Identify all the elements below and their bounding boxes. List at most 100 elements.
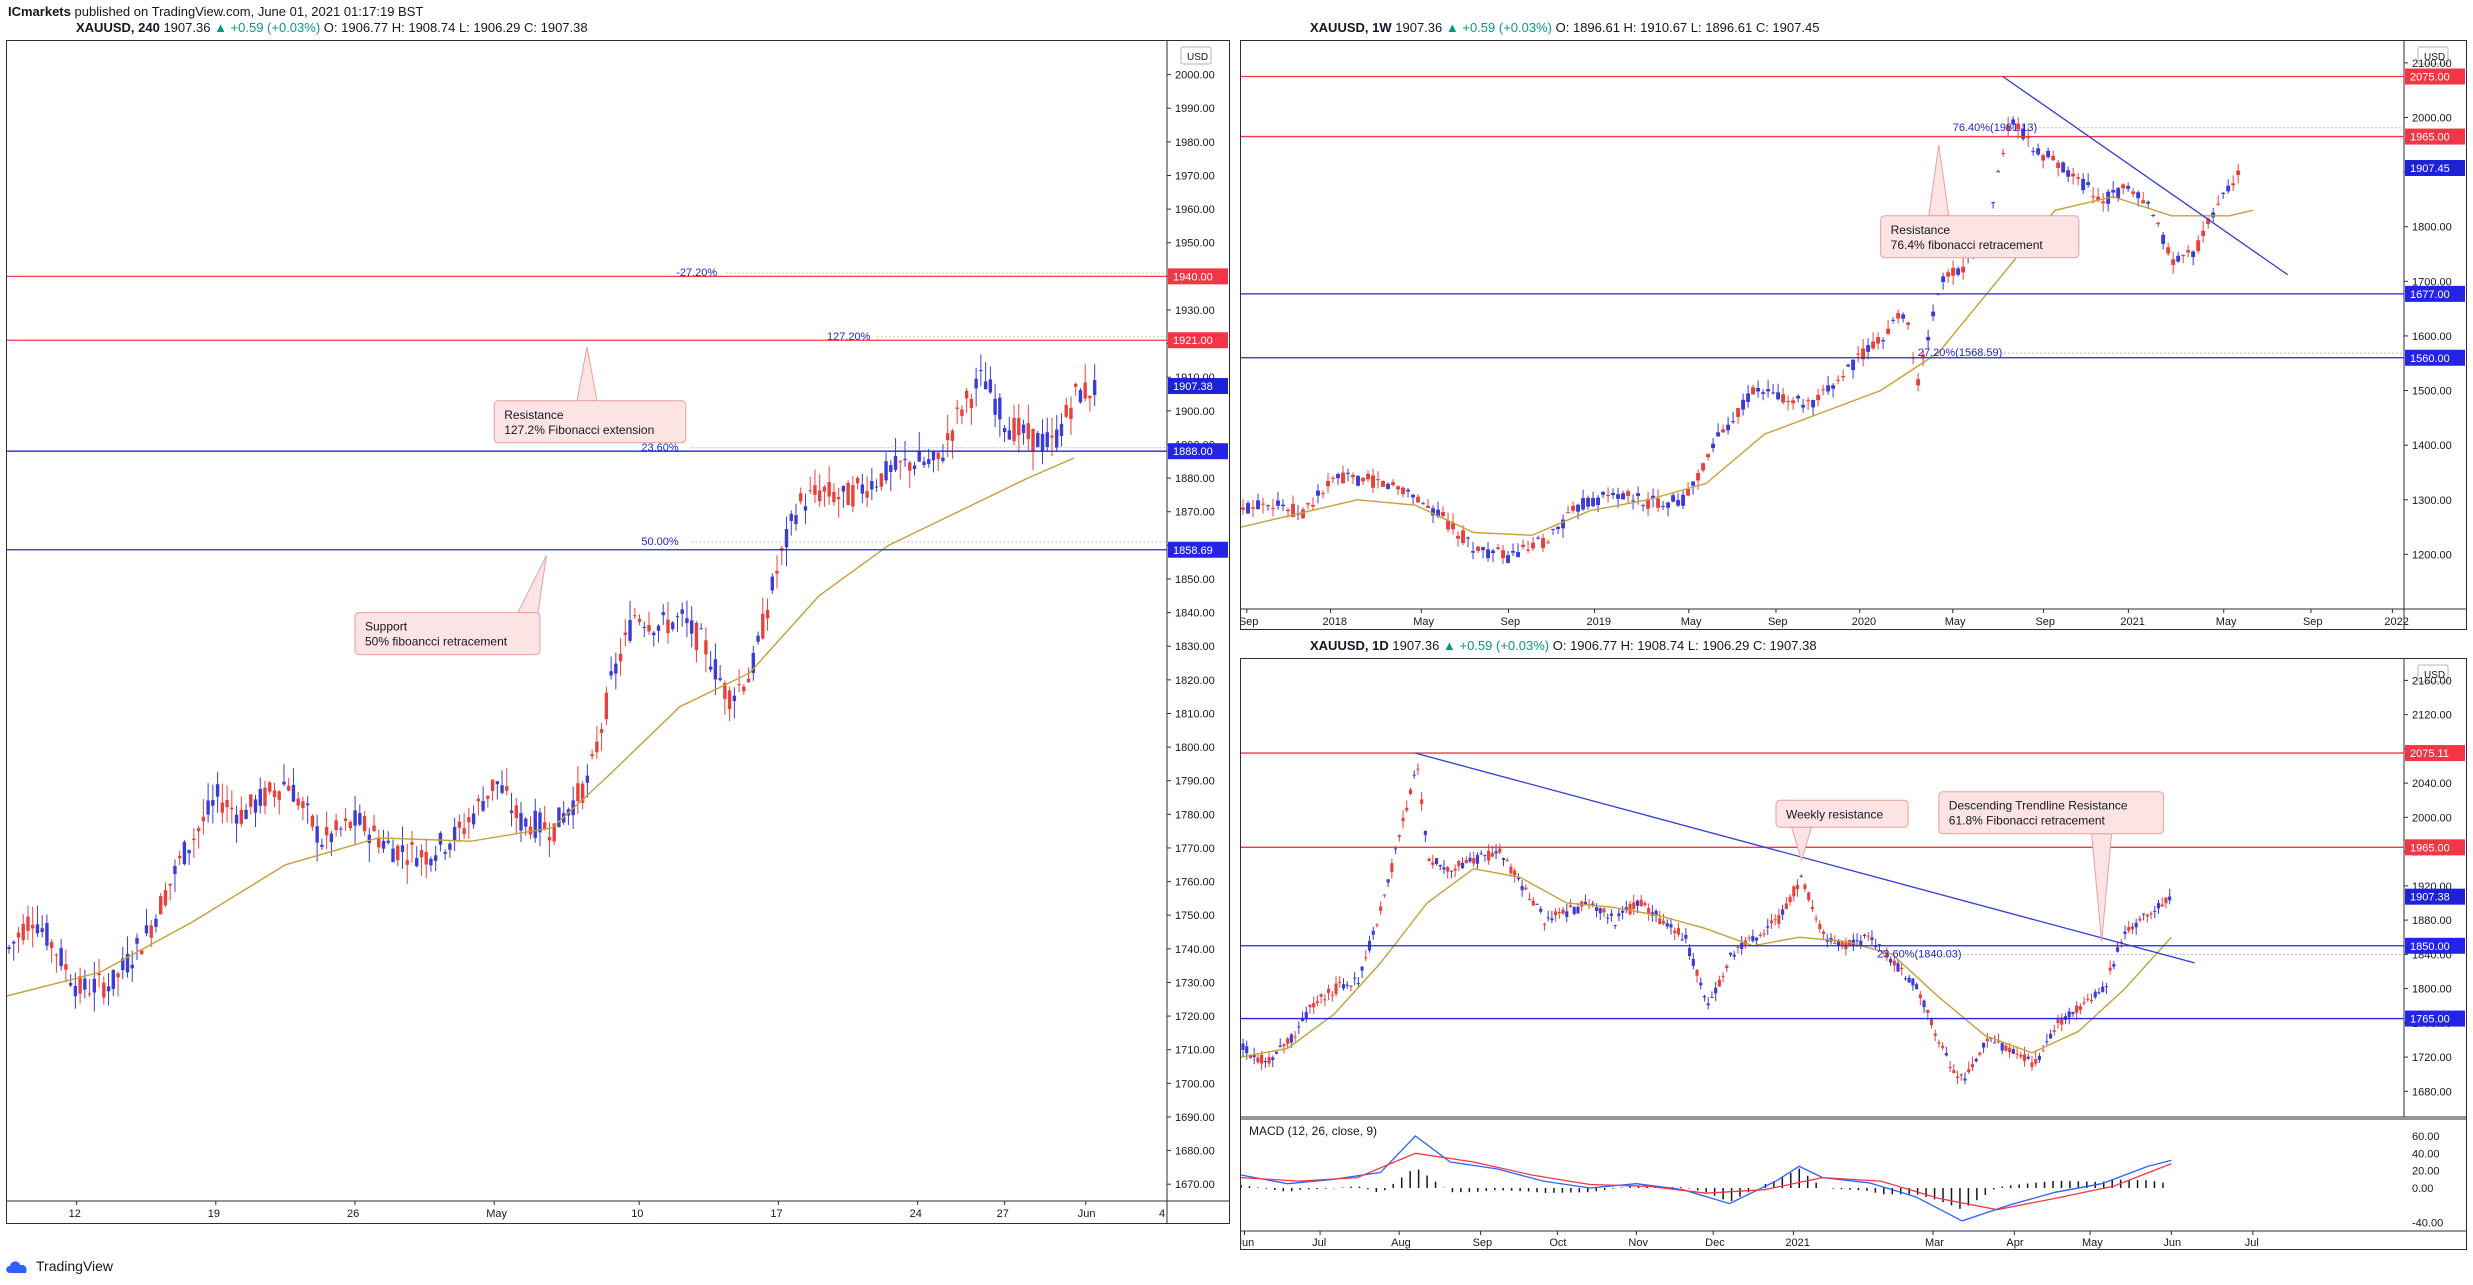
candle-body bbox=[1978, 1052, 1982, 1055]
candle-body bbox=[73, 986, 78, 997]
title-h4: XAUUSD, 240 1907.36 ▲ +0.59 (+0.03%) O: … bbox=[76, 20, 588, 35]
candle-body bbox=[1755, 937, 1759, 941]
candle bbox=[16, 927, 21, 953]
candle bbox=[2021, 123, 2026, 141]
last-price-text: 1907.45 bbox=[2410, 163, 2450, 175]
callout-box bbox=[1880, 215, 2080, 259]
candle bbox=[1606, 913, 1610, 924]
candle bbox=[258, 777, 262, 814]
candle-body bbox=[732, 695, 737, 701]
candle-body bbox=[1531, 542, 1536, 549]
candle-body bbox=[1311, 504, 1315, 507]
candle bbox=[471, 805, 476, 829]
candle-body bbox=[1891, 319, 1896, 321]
candle bbox=[490, 779, 495, 801]
candle-body bbox=[2153, 910, 2157, 912]
candle-body bbox=[1396, 486, 1400, 490]
chart-h4[interactable]: USD 1670.00 1680.00 1690.00 1700.00 1710.00 17… bbox=[7, 41, 1229, 1223]
candle-body bbox=[1509, 866, 1513, 874]
currency-label: USD bbox=[2417, 664, 2449, 683]
candle-body bbox=[1308, 1004, 1312, 1008]
resistance-level-tag: 1965.00 bbox=[2405, 839, 2465, 856]
candle bbox=[1282, 1043, 1286, 1054]
tradingview-footer[interactable]: TradingView bbox=[4, 1257, 113, 1275]
candle bbox=[1271, 1055, 1275, 1068]
macd-y-tick-label: -40.00 bbox=[2412, 1218, 2443, 1230]
candle bbox=[343, 808, 348, 832]
candle-body bbox=[1781, 909, 1785, 915]
candle bbox=[2026, 1053, 2030, 1060]
candle bbox=[1286, 1037, 1290, 1049]
candle-body bbox=[1364, 957, 1368, 959]
candle bbox=[1281, 499, 1285, 512]
candle bbox=[1438, 864, 1442, 871]
candle-body bbox=[1816, 394, 1821, 401]
candle-body bbox=[1360, 966, 1364, 971]
y-tick-label: 1670.00 bbox=[1175, 1179, 1215, 1191]
candle bbox=[1356, 474, 1360, 487]
candle bbox=[1396, 485, 1400, 496]
candle bbox=[1088, 395, 1092, 412]
candle bbox=[1859, 935, 1863, 949]
candle bbox=[1475, 852, 1480, 870]
candle bbox=[1806, 397, 1811, 411]
candle-body bbox=[1466, 537, 1470, 539]
candle bbox=[642, 621, 646, 638]
candle bbox=[1341, 465, 1345, 484]
candle-body bbox=[7, 947, 11, 950]
candle-body bbox=[1961, 266, 1966, 273]
candle-body bbox=[1784, 903, 1788, 910]
candle-body bbox=[467, 817, 471, 823]
candle-body bbox=[2119, 941, 2123, 943]
candle-body bbox=[547, 837, 552, 841]
chart-panel-h4[interactable]: USD 1670.00 1680.00 1690.00 1700.00 1710.00 17… bbox=[6, 40, 1230, 1224]
candle-body bbox=[1996, 1041, 2001, 1043]
candle bbox=[1911, 978, 1915, 991]
candle bbox=[538, 807, 542, 847]
x-tick-label: May bbox=[2082, 1237, 2103, 1249]
candle bbox=[1941, 1042, 1945, 1050]
candle-body bbox=[1647, 908, 1651, 914]
candle bbox=[315, 814, 319, 862]
currency-label: USD bbox=[2417, 46, 2449, 65]
candle bbox=[400, 826, 405, 869]
y-tick-label: 1840.00 bbox=[1175, 608, 1215, 620]
candle-body bbox=[1866, 935, 1870, 937]
candle bbox=[2134, 918, 2138, 935]
candle bbox=[92, 961, 97, 1012]
y-tick-label: 1810.00 bbox=[1175, 708, 1215, 720]
candle bbox=[2141, 191, 2146, 204]
candle bbox=[1717, 975, 1721, 988]
chart-d1[interactable]: USD1680.001720.001760.001800.001840.0018… bbox=[1241, 659, 2466, 1249]
candle-body bbox=[1366, 473, 1370, 480]
support-level-tag: 1677.00 bbox=[2405, 285, 2465, 302]
candle bbox=[514, 797, 518, 834]
candle-body bbox=[2141, 200, 2146, 204]
candle-body bbox=[1876, 337, 1881, 344]
candle bbox=[2153, 905, 2157, 918]
chart-panel-w1[interactable]: USD 1200.00 1300.00 1400.00 1500.00 1600.00 17… bbox=[1240, 40, 2467, 630]
callout-text: Support bbox=[365, 620, 408, 634]
candle bbox=[1601, 491, 1606, 498]
candle-body bbox=[305, 803, 310, 806]
candle bbox=[1566, 505, 1571, 514]
candle bbox=[727, 686, 732, 722]
candle bbox=[2061, 161, 2066, 173]
candle bbox=[1803, 882, 1807, 893]
moving-average-line bbox=[7, 457, 1075, 997]
x-tick-label: May bbox=[1681, 616, 1702, 628]
candle-body bbox=[1026, 423, 1030, 439]
candle bbox=[1673, 927, 1677, 941]
chart-panel-d1[interactable]: USD1680.001720.001760.001800.001840.0018… bbox=[1240, 658, 2467, 1250]
chart-w1[interactable]: USD 1200.00 1300.00 1400.00 1500.00 1600.00 17… bbox=[1241, 41, 2466, 629]
fib-level-label: 127.20% bbox=[827, 331, 871, 343]
candle bbox=[7, 944, 11, 954]
candle bbox=[2076, 172, 2081, 186]
candle-body bbox=[1639, 899, 1643, 907]
currency-box bbox=[2417, 664, 2449, 683]
candle-body bbox=[552, 823, 556, 842]
candle-body bbox=[1386, 483, 1390, 489]
symbol-d1: XAUUSD, 1D bbox=[1310, 638, 1389, 653]
y-tick-label: 1700.00 bbox=[1175, 1078, 1215, 1090]
price-w1: 1907.36 bbox=[1395, 20, 1443, 35]
